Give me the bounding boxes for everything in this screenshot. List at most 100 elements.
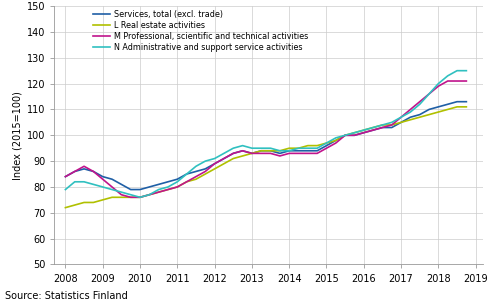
Services, total (excl. trade) [407,115,413,119]
L Real estate activities [445,108,451,111]
N Administrative and support service activities [352,131,357,134]
L Real estate activities [202,172,208,176]
Legend: Services, total (excl. trade), L Real estate activities, M Professional, scienti: Services, total (excl. trade), L Real es… [93,10,309,52]
M Professional, scientific and technical activities [156,190,162,194]
N Administrative and support service activities [211,157,217,161]
Line: Services, total (excl. trade): Services, total (excl. trade) [66,102,466,190]
L Real estate activities [296,146,302,150]
L Real estate activities [72,203,78,207]
Services, total (excl. trade) [90,170,96,173]
L Real estate activities [128,195,134,199]
Line: L Real estate activities: L Real estate activities [66,107,466,208]
N Administrative and support service activities [323,141,329,145]
L Real estate activities [230,157,236,161]
N Administrative and support service activities [258,146,264,150]
L Real estate activities [333,139,339,142]
M Professional, scientific and technical activities [202,170,208,173]
N Administrative and support service activities [221,151,227,155]
M Professional, scientific and technical activities [240,149,246,153]
N Administrative and support service activities [398,115,404,119]
L Real estate activities [81,201,87,204]
M Professional, scientific and technical activities [72,170,78,173]
L Real estate activities [109,195,115,199]
M Professional, scientific and technical activities [398,115,404,119]
L Real estate activities [184,180,190,184]
M Professional, scientific and technical activities [268,151,274,155]
Services, total (excl. trade) [100,175,106,178]
N Administrative and support service activities [370,126,376,129]
L Real estate activities [352,131,357,134]
N Administrative and support service activities [445,74,451,78]
Y-axis label: Index (2015=100): Index (2015=100) [12,91,23,180]
L Real estate activities [193,177,199,181]
M Professional, scientific and technical activities [305,151,311,155]
Services, total (excl. trade) [240,149,246,153]
Services, total (excl. trade) [118,182,124,186]
M Professional, scientific and technical activities [342,133,348,137]
M Professional, scientific and technical activities [454,79,460,83]
N Administrative and support service activities [128,193,134,196]
M Professional, scientific and technical activities [352,133,357,137]
L Real estate activities [463,105,469,109]
N Administrative and support service activities [184,172,190,176]
Text: Source: Statistics Finland: Source: Statistics Finland [5,291,128,301]
N Administrative and support service activities [137,195,143,199]
N Administrative and support service activities [156,188,162,192]
M Professional, scientific and technical activities [277,154,283,158]
Services, total (excl. trade) [305,149,311,153]
N Administrative and support service activities [268,146,274,150]
L Real estate activities [435,110,441,114]
L Real estate activities [175,185,180,189]
L Real estate activities [342,133,348,137]
M Professional, scientific and technical activities [296,151,302,155]
L Real estate activities [426,113,432,116]
Services, total (excl. trade) [137,188,143,192]
N Administrative and support service activities [296,146,302,150]
L Real estate activities [380,123,386,127]
L Real estate activities [165,188,171,192]
M Professional, scientific and technical activities [81,164,87,168]
N Administrative and support service activities [417,102,423,106]
Services, total (excl. trade) [165,180,171,184]
Services, total (excl. trade) [268,149,274,153]
Services, total (excl. trade) [221,157,227,161]
N Administrative and support service activities [146,193,152,196]
L Real estate activities [286,146,292,150]
M Professional, scientific and technical activities [146,193,152,196]
L Real estate activities [398,120,404,124]
M Professional, scientific and technical activities [100,177,106,181]
N Administrative and support service activities [100,185,106,189]
Services, total (excl. trade) [463,100,469,103]
N Administrative and support service activities [240,144,246,147]
N Administrative and support service activities [463,69,469,72]
N Administrative and support service activities [249,146,255,150]
M Professional, scientific and technical activities [90,170,96,173]
N Administrative and support service activities [426,92,432,96]
Services, total (excl. trade) [277,151,283,155]
L Real estate activities [118,195,124,199]
Services, total (excl. trade) [454,100,460,103]
M Professional, scientific and technical activities [333,141,339,145]
M Professional, scientific and technical activities [445,79,451,83]
M Professional, scientific and technical activities [63,175,69,178]
Services, total (excl. trade) [314,149,320,153]
N Administrative and support service activities [277,149,283,153]
M Professional, scientific and technical activities [249,151,255,155]
M Professional, scientific and technical activities [137,195,143,199]
Services, total (excl. trade) [286,149,292,153]
N Administrative and support service activities [286,149,292,153]
M Professional, scientific and technical activities [463,79,469,83]
Services, total (excl. trade) [184,172,190,176]
Services, total (excl. trade) [258,149,264,153]
M Professional, scientific and technical activities [389,123,395,127]
M Professional, scientific and technical activities [118,193,124,196]
Services, total (excl. trade) [156,182,162,186]
M Professional, scientific and technical activities [165,188,171,192]
Services, total (excl. trade) [417,113,423,116]
Line: M Professional, scientific and technical activities: M Professional, scientific and technical… [66,81,466,197]
L Real estate activities [221,162,227,165]
Services, total (excl. trade) [81,167,87,171]
Line: N Administrative and support service activities: N Administrative and support service act… [66,71,466,197]
Services, total (excl. trade) [426,108,432,111]
M Professional, scientific and technical activities [128,195,134,199]
